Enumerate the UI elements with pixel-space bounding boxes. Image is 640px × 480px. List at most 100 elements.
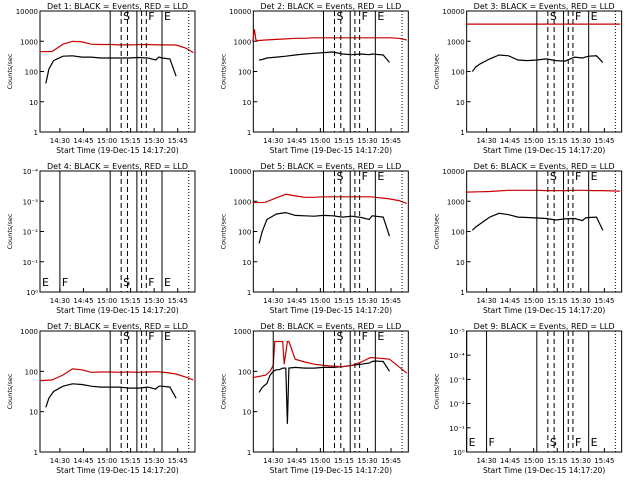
events-series-line [258,360,391,424]
x-tick-label: 15:00 [97,457,117,465]
x-tick-label: 15:00 [97,297,117,305]
lld-series-line [466,189,621,193]
x-tick-label: 14:45 [287,137,307,145]
event-marker-label: F [362,330,368,343]
x-tick-label: 15:30 [571,137,591,145]
x-tick-label: 15:45 [381,457,401,465]
x-tick-label: 14:45 [73,457,93,465]
event-marker-label: S [550,10,557,23]
y-tick-label: 1000 [20,38,38,46]
x-axis-label: Start Time (19-Dec-15 14:17:20) [483,306,605,315]
detector-panel-2: Det 2: BLACK = Events, RED = LLD 1 10 100 10… [219,2,409,155]
plot-frame [39,330,196,453]
y-tick-label: 10 [242,259,251,267]
x-tick-label: 15:00 [310,457,330,465]
panel-title: Det 7: BLACK = Events, RED = LLD [47,322,188,331]
x-tick-label: 14:30 [476,297,496,305]
x-tick-label: 14:30 [50,457,70,465]
y-tick-label: 10000 [442,8,464,16]
event-marker-label: S [123,330,130,343]
event-marker-label: F [148,276,154,289]
y-tick-label: 10⁻¹ [449,425,465,433]
y-tick-label: 1 [34,129,38,137]
plot-frame [39,10,196,133]
panel-title: Det 5: BLACK = Events, RED = LLD [260,162,401,171]
detector-panel-6: Det 6: BLACK = Events, RED = LLD 1 10 100 10… [433,162,623,315]
x-tick-label: 14:45 [500,297,520,305]
y-tick-label: 10 [242,99,251,107]
x-axis-label: Start Time (19-Dec-15 14:17:20) [270,466,392,475]
y-tick-label: 10⁻² [23,229,39,237]
y-axis-label: Counts/sec [6,53,14,89]
event-marker-label: E [591,170,598,183]
plot-frame [466,330,623,453]
panel-title: Det 4: BLACK = Events, RED = LLD [47,162,188,171]
y-tick-label: 10⁻⁴ [449,352,465,360]
x-axis-label: Start Time (19-Dec-15 14:17:20) [56,146,178,155]
detector-panel-4: Det 4: BLACK = Events, RED = LLD 10⁰ 10⁻¹ 1… [6,162,196,315]
plot-frame [466,10,623,133]
event-marker-label: F [148,10,154,23]
y-axis-label: Counts/sec [219,373,227,409]
event-marker-label: E [164,10,171,23]
event-marker-label: S [123,10,130,23]
x-tick-label: 15:30 [571,297,591,305]
detector-panel-5: Det 5: BLACK = Events, RED = LLD 1 10 100 10… [219,162,409,315]
x-axis-label: Start Time (19-Dec-15 14:17:20) [483,146,605,155]
y-axis-label: Counts/sec [6,213,14,249]
events-series-line [471,54,604,72]
y-tick-label: 1 [247,289,251,297]
x-tick-label: 15:00 [524,137,544,145]
detector-panel-3: Det 3: BLACK = Events, RED = LLD 1 10 100 10… [433,2,623,155]
x-tick-label: 15:00 [524,457,544,465]
x-tick-label: 15:45 [594,297,614,305]
event-marker-label: S [123,276,130,289]
plot-frame [252,170,409,293]
x-axis-label: Start Time (19-Dec-15 14:17:20) [270,146,392,155]
panel-title: Det 2: BLACK = Events, RED = LLD [260,2,401,11]
x-tick-label: 15:30 [571,457,591,465]
event-marker-label: E [377,330,384,343]
x-tick-label: 15:00 [97,137,117,145]
x-tick-label: 14:30 [263,457,283,465]
y-axis-label: Counts/sec [219,53,227,89]
y-tick-label: 100 [238,368,251,376]
plot-frame [252,10,409,133]
x-tick-label: 14:45 [73,137,93,145]
detector-panel-9: Det 9: BLACK = Events, RED = LLD 10⁰ 10⁻¹ 1… [433,322,623,475]
x-tick-label: 15:30 [144,297,164,305]
y-axis-label: Counts/sec [6,373,14,409]
event-marker-label: F [575,170,581,183]
y-tick-label: 10⁻¹ [23,259,39,267]
x-tick-label: 15:15 [334,137,354,145]
x-tick-label: 15:00 [310,297,330,305]
x-tick-label: 15:30 [144,457,164,465]
lld-series-line [252,29,407,42]
y-tick-label: 10000 [442,168,464,176]
plot-frame [466,170,623,293]
x-tick-label: 14:45 [73,297,93,305]
event-marker-label: F [62,276,68,289]
x-tick-label: 15:30 [144,137,164,145]
events-series-line [45,55,177,84]
y-tick-label: 10⁻³ [449,376,465,384]
y-tick-label: 1 [460,129,464,137]
detector-panel-7: Det 7: BLACK = Events, RED = LLD 1 10 100 10… [6,322,196,475]
panel-title: Det 1: BLACK = Events, RED = LLD [47,2,188,11]
x-tick-label: 15:15 [334,457,354,465]
event-marker-label: E [469,436,476,449]
x-tick-label: 14:45 [287,297,307,305]
y-axis-label: Counts/sec [219,213,227,249]
panel-title: Det 9: BLACK = Events, RED = LLD [474,322,615,331]
x-tick-label: 15:30 [357,297,377,305]
y-axis-label: Counts/sec [433,53,441,89]
panel-title: Det 6: BLACK = Events, RED = LLD [474,162,615,171]
x-axis-label: Start Time (19-Dec-15 14:17:20) [56,466,178,475]
x-tick-label: 14:45 [500,137,520,145]
x-tick-label: 14:30 [476,457,496,465]
event-marker-label: E [591,10,598,23]
event-marker-label: E [164,276,171,289]
y-tick-label: 10000 [229,168,251,176]
event-marker-label: F [362,170,368,183]
